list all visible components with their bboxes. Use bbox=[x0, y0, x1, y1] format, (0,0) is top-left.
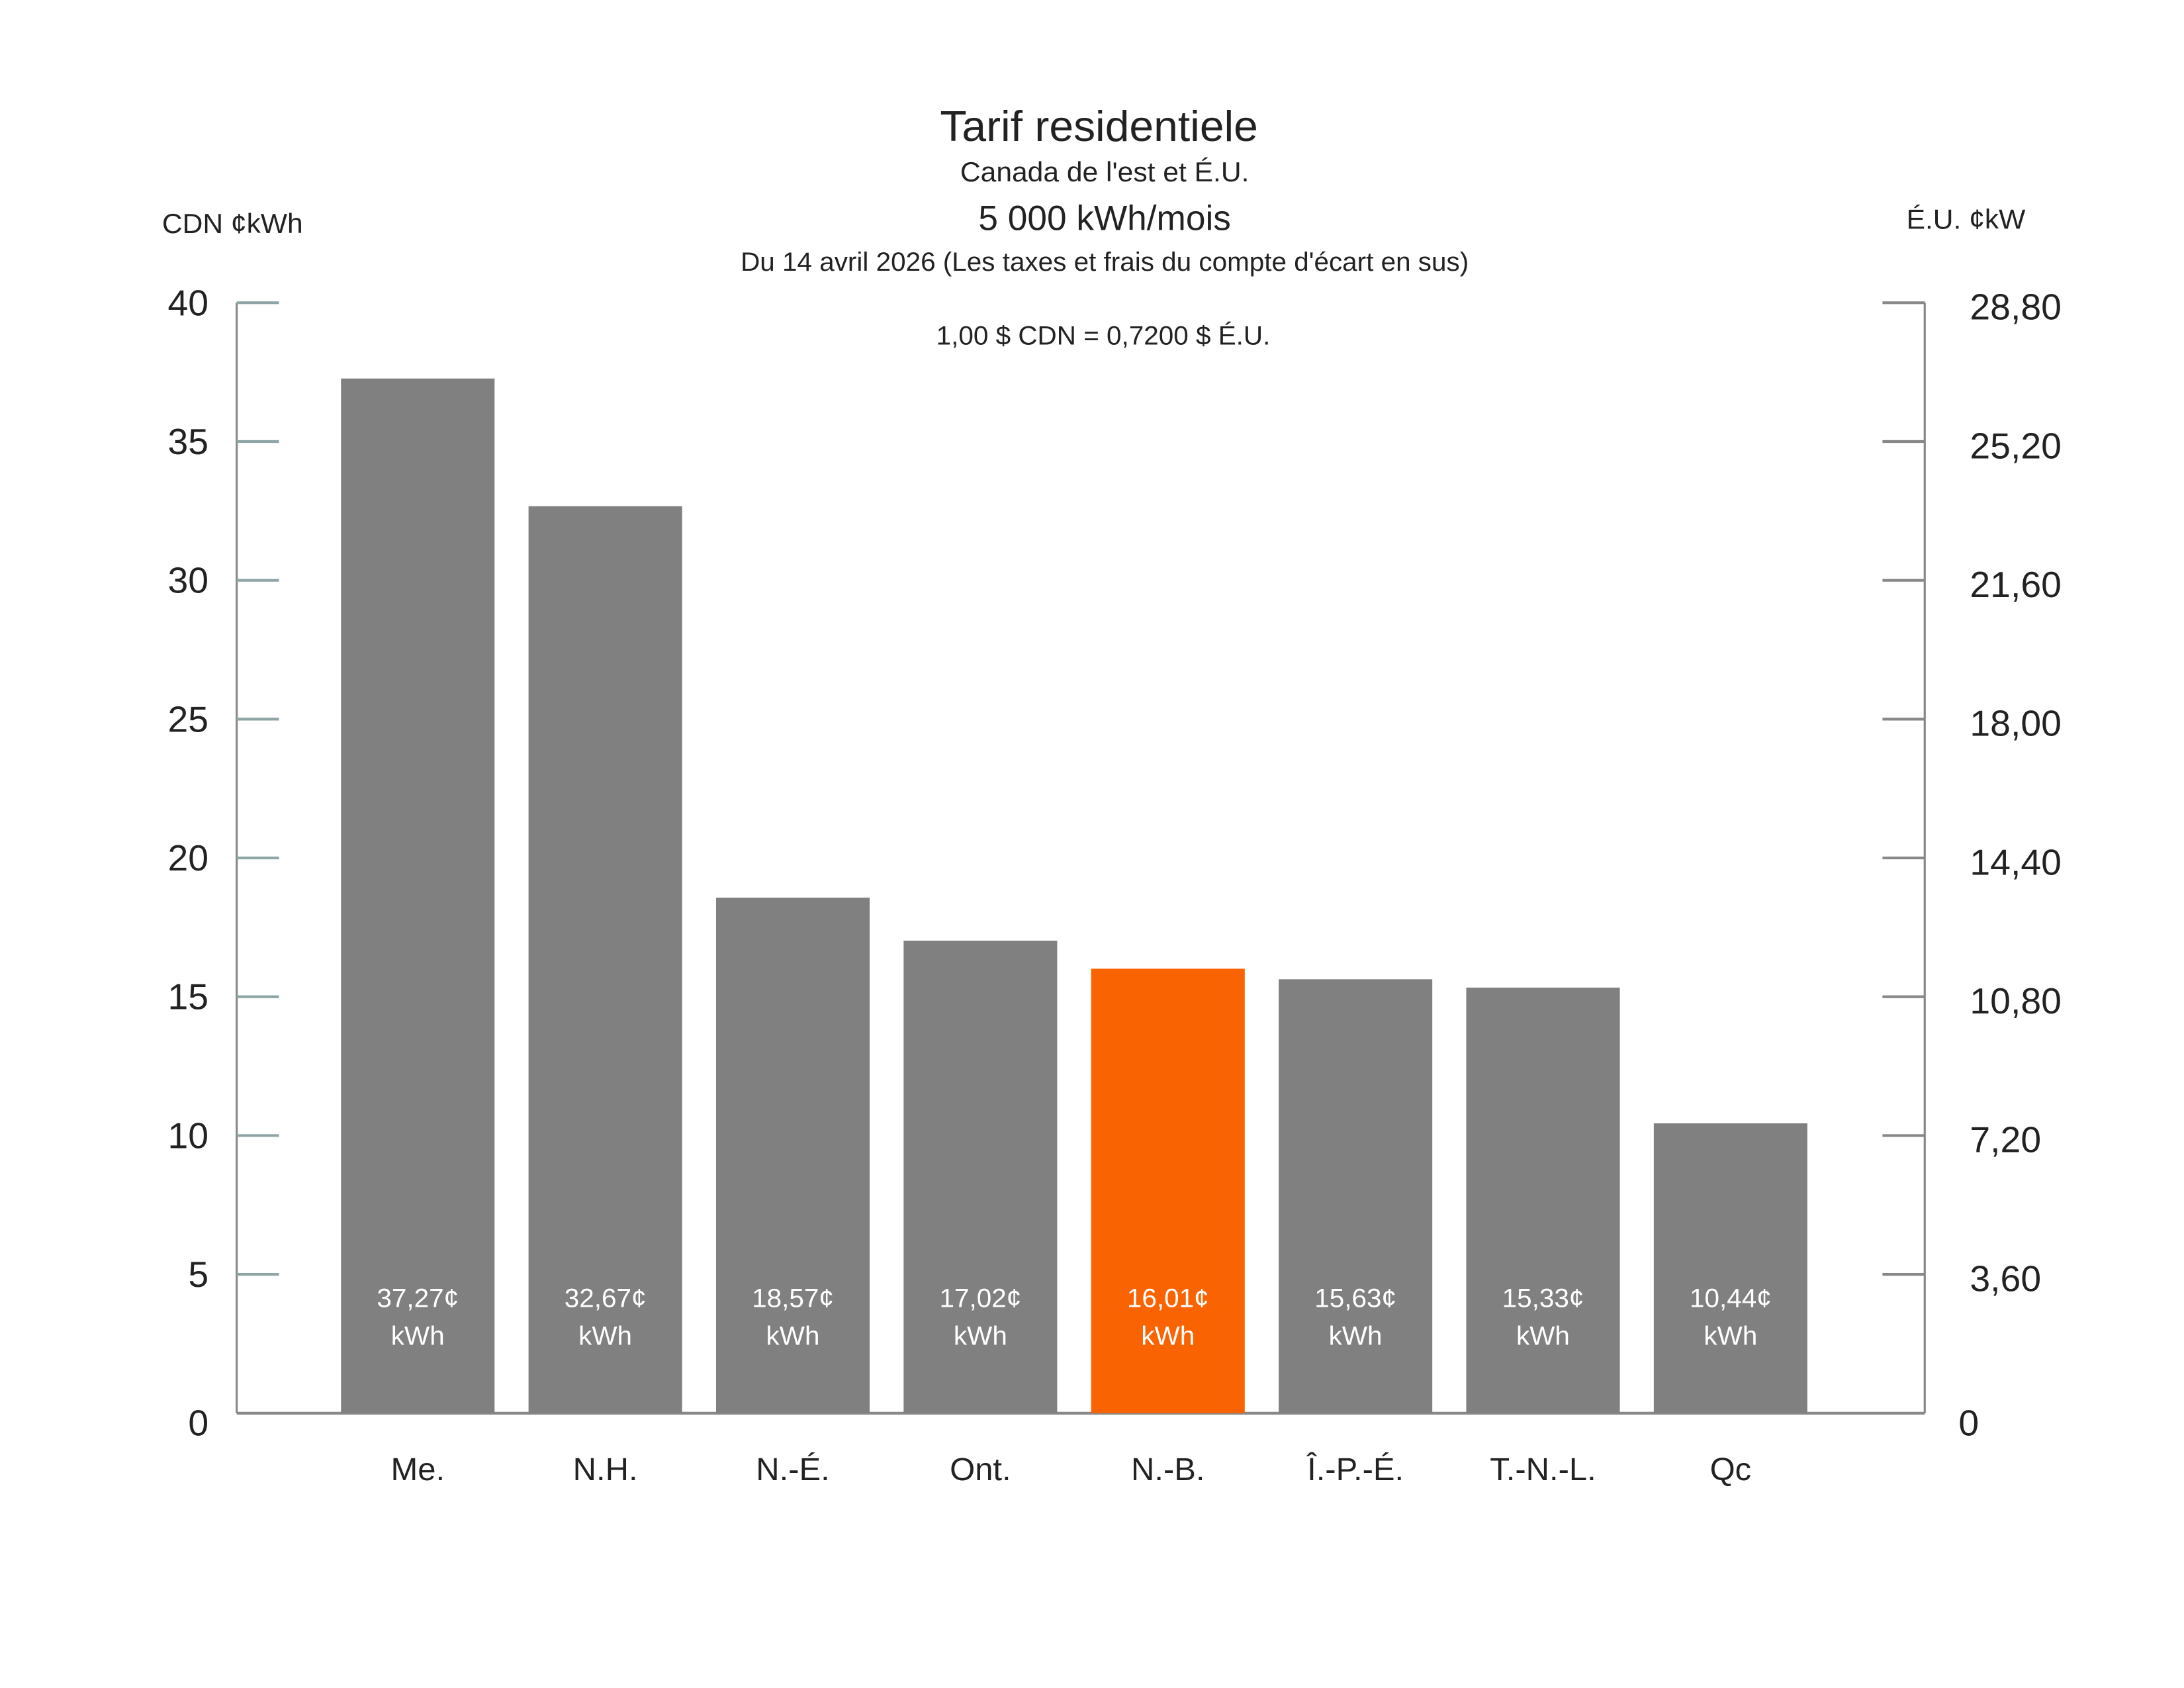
y-tick-label-right: 28,80 bbox=[1970, 287, 2061, 328]
chart-title: Tarif residentiele bbox=[940, 102, 1257, 150]
bar-T.-N.-L. bbox=[1466, 987, 1620, 1413]
bar-value-label: 18,57¢ bbox=[752, 1284, 834, 1313]
y-tick-label-left: 0 bbox=[188, 1403, 208, 1444]
chart-subtitle: Canada de l'est et É.U. bbox=[960, 156, 1250, 187]
x-tick-label: Î.-P.-É. bbox=[1306, 1452, 1404, 1487]
bar-value-label: 15,63¢ bbox=[1314, 1284, 1396, 1313]
x-tick-label: Me. bbox=[390, 1452, 445, 1487]
bar-value-label: 17,02¢ bbox=[940, 1284, 1022, 1313]
y-axis-left-label: CDN ¢kWh bbox=[162, 208, 303, 239]
bar-Qc bbox=[1653, 1123, 1807, 1413]
bar-value-label: 32,67¢ bbox=[565, 1284, 647, 1313]
bar-value-label: 16,01¢ bbox=[1127, 1284, 1209, 1313]
y-tick-label-left: 40 bbox=[168, 283, 209, 324]
x-tick-label: Qc bbox=[1710, 1452, 1752, 1487]
bar-unit-label: kWh bbox=[578, 1321, 632, 1351]
bar-unit-label: kWh bbox=[766, 1321, 820, 1351]
x-tick-label: N.-É. bbox=[756, 1452, 830, 1487]
bar-N.-É. bbox=[715, 898, 870, 1413]
bar-unit-label: kWh bbox=[954, 1321, 1007, 1351]
y-tick-label-left: 25 bbox=[168, 699, 209, 740]
x-tick-label: N.H. bbox=[573, 1452, 638, 1487]
y-tick-label-left: 30 bbox=[168, 560, 209, 601]
bar-value-label: 10,44¢ bbox=[1690, 1284, 1772, 1313]
x-tick-label: N.-B. bbox=[1131, 1452, 1205, 1487]
y-tick-label-right: 21,60 bbox=[1970, 564, 2061, 605]
bar-Me. bbox=[341, 378, 495, 1413]
bar-N.-B. bbox=[1091, 968, 1245, 1413]
y-tick-label-left: 10 bbox=[168, 1115, 209, 1156]
y-tick-label-right: 18,00 bbox=[1970, 703, 2061, 744]
y-tick-label-left: 35 bbox=[168, 421, 209, 462]
x-tick-label: Ont. bbox=[950, 1452, 1011, 1487]
bar-Ont. bbox=[903, 941, 1058, 1413]
x-tick-label: T.-N.-L. bbox=[1490, 1452, 1596, 1487]
y-tick-label-right: 10,80 bbox=[1970, 980, 2061, 1021]
y-tick-label-right: 0 bbox=[1958, 1403, 1979, 1444]
y-tick-label-left: 15 bbox=[168, 976, 209, 1017]
bar-unit-label: kWh bbox=[1704, 1321, 1757, 1351]
chart-subtitle-usage: 5 000 kWh/mois bbox=[978, 199, 1230, 238]
y-tick-label-left: 5 bbox=[188, 1254, 208, 1295]
y-tick-label-right: 3,60 bbox=[1970, 1258, 2041, 1299]
y-tick-label-left: 20 bbox=[168, 837, 209, 878]
bar-unit-label: kWh bbox=[1329, 1321, 1383, 1351]
y-tick-label-right: 7,20 bbox=[1970, 1119, 2041, 1160]
y-tick-label-right: 25,20 bbox=[1970, 426, 2061, 467]
y-tick-label-right: 14,40 bbox=[1970, 842, 2061, 883]
bar-N.H. bbox=[528, 506, 682, 1413]
bar-unit-label: kWh bbox=[1141, 1321, 1195, 1351]
exchange-rate-annotation: 1,00 $ CDN = 0,7200 $ É.U. bbox=[936, 321, 1271, 351]
chart-subtitle-date: Du 14 avril 2026 (Les taxes et frais du … bbox=[741, 247, 1469, 277]
bar-value-label: 37,27¢ bbox=[377, 1284, 459, 1313]
y-axis-right-label: É.U. ¢kW bbox=[1907, 204, 2026, 235]
bar-unit-label: kWh bbox=[391, 1321, 445, 1351]
bar-value-label: 15,33¢ bbox=[1502, 1284, 1584, 1313]
bar-Î.-P.-É. bbox=[1279, 979, 1433, 1413]
bar-unit-label: kWh bbox=[1516, 1321, 1570, 1351]
